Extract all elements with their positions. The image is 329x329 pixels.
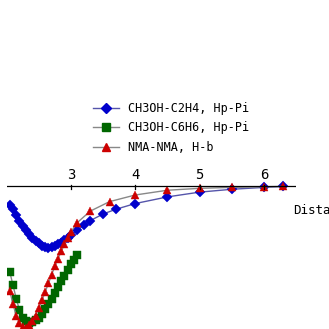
Text: Distanc: Distanc [293, 204, 329, 216]
Text: 3: 3 [67, 168, 75, 182]
Legend: CH3OH-C2H4, Hp-Pi, CH3OH-C6H6, Hp-Pi, NMA-NMA, H-b: CH3OH-C2H4, Hp-Pi, CH3OH-C6H6, Hp-Pi, NM… [88, 97, 254, 159]
Text: 6: 6 [260, 168, 268, 182]
Text: 5: 5 [195, 168, 204, 182]
Text: 4: 4 [131, 168, 139, 182]
